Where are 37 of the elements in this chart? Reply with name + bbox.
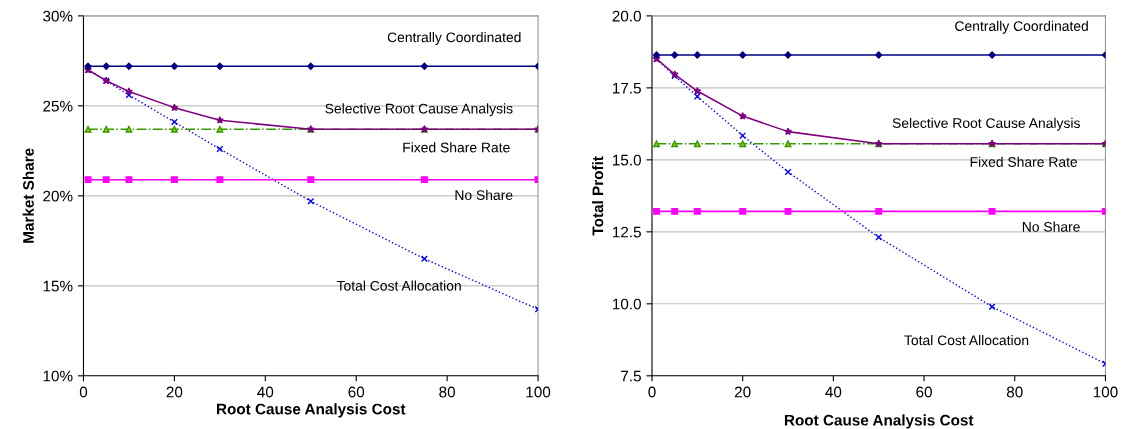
y-axis-title: Total Profit: [592, 156, 604, 236]
y-axis-title: Market Share: [22, 148, 34, 243]
y-tick-label: 10%: [43, 370, 73, 382]
x-tick-label: 20: [734, 386, 751, 398]
x-tick-label: 60: [916, 386, 932, 398]
y-tick-label: 15.0: [613, 154, 641, 166]
y-tick-label: 15%: [43, 280, 73, 292]
x-tick-label: 100: [526, 386, 551, 398]
series-label: Centrally Coordinated: [387, 32, 521, 45]
y-tick-label: 30%: [43, 10, 73, 22]
series-label: Total Cost Allocation: [336, 280, 461, 291]
x-tick-label: 100: [1093, 386, 1118, 398]
y-tick-label: 10.0: [613, 298, 641, 310]
y-tick-label: 20%: [43, 190, 73, 202]
y-tick-label: 17.5: [613, 82, 641, 94]
x-tick-label: 80: [1006, 386, 1023, 398]
series-label: Selective Root Cause Analysis: [325, 103, 513, 117]
x-tick-label: 0: [648, 386, 656, 398]
x-tick-label: 40: [257, 386, 274, 398]
series-label: No Share: [1022, 221, 1080, 232]
x-tick-label: 20: [166, 386, 183, 398]
series-label: Fixed Share Rate: [970, 156, 1078, 167]
y-tick-label: 7.5: [621, 370, 641, 382]
y-tick-label: 25%: [43, 100, 73, 112]
series-label: Total Cost Allocation: [904, 335, 1029, 346]
x-axis-title: Root Cause Analysis Cost: [784, 414, 974, 429]
x-axis-title: Root Cause Analysis Cost: [217, 403, 406, 418]
y-tick-label: 12.5: [613, 226, 641, 238]
x-tick-label: 40: [825, 386, 842, 398]
x-tick-label: 0: [79, 386, 88, 398]
y-tick-label: 20.0: [612, 10, 641, 22]
series-label: Fixed Share Rate: [403, 142, 510, 153]
series-label: Centrally Coordinated: [955, 20, 1088, 34]
x-tick-label: 60: [348, 386, 365, 398]
series-label: No Share: [455, 189, 513, 201]
series-label: Selective Root Cause Analysis: [892, 117, 1080, 131]
x-tick-label: 80: [439, 386, 456, 398]
